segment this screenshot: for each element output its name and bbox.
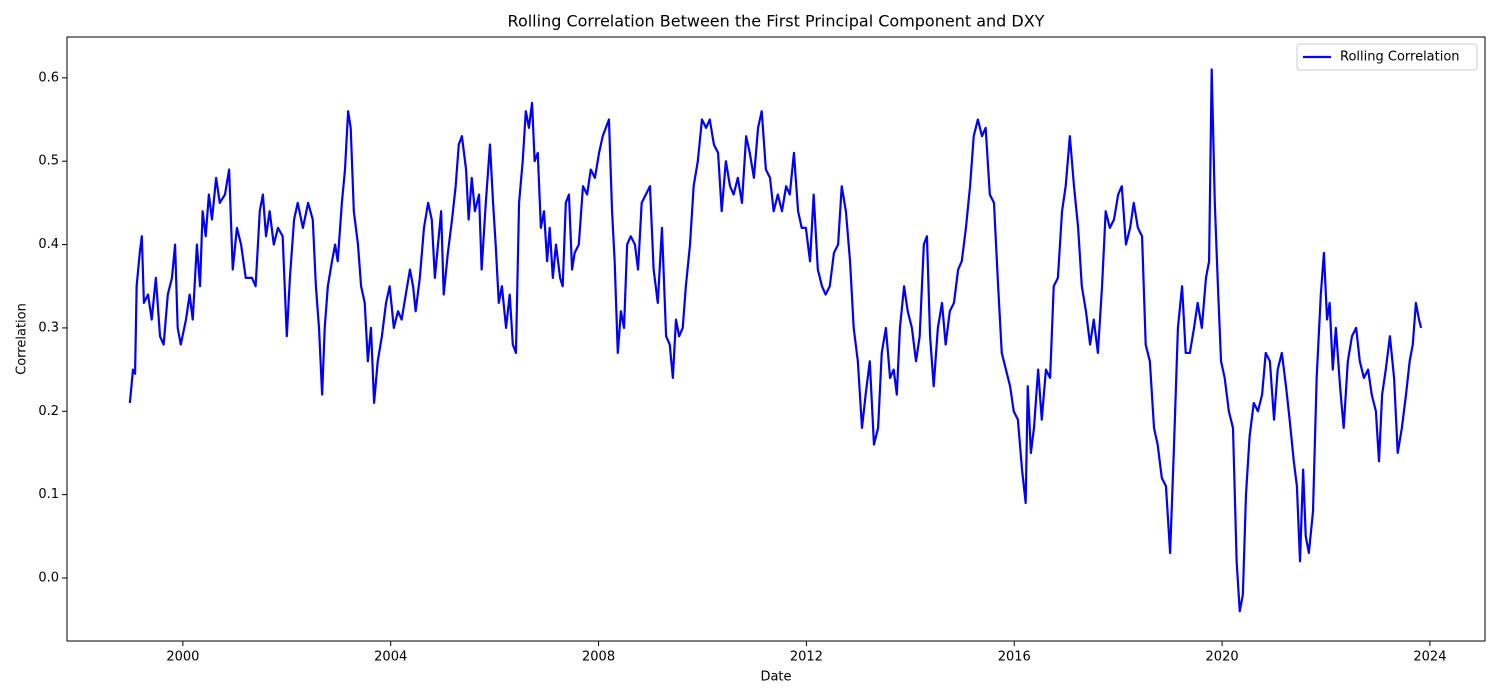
x-tick-label: 2004 [374, 650, 407, 665]
y-tick-label: 0.2 [38, 404, 59, 419]
x-tick-label: 2024 [1413, 650, 1446, 665]
data-line [128, 68, 1423, 613]
y-tick-label: 0.5 [38, 154, 59, 169]
legend-box [1296, 43, 1478, 71]
chart-title: Rolling Correlation Between the First Pr… [508, 12, 1045, 31]
x-axis-label: Date [760, 670, 791, 685]
legend-label: Rolling Correlation [1340, 50, 1460, 65]
x-tick-label: 2020 [1206, 650, 1239, 665]
y-tick-label: 0.6 [38, 70, 59, 85]
y-tick-label: 0.1 [38, 487, 59, 502]
y-axis-label: Correlation [15, 303, 30, 375]
x-tick-label: 2000 [166, 650, 199, 665]
y-tick-label: 0.3 [38, 320, 59, 335]
x-tick-label: 2016 [998, 650, 1031, 665]
plot-frame [66, 36, 1486, 642]
y-tick-label: 0.0 [38, 570, 59, 585]
x-tick-label: 2012 [790, 650, 823, 665]
x-tick-label: 2008 [582, 650, 615, 665]
y-tick-label: 0.4 [38, 237, 59, 252]
